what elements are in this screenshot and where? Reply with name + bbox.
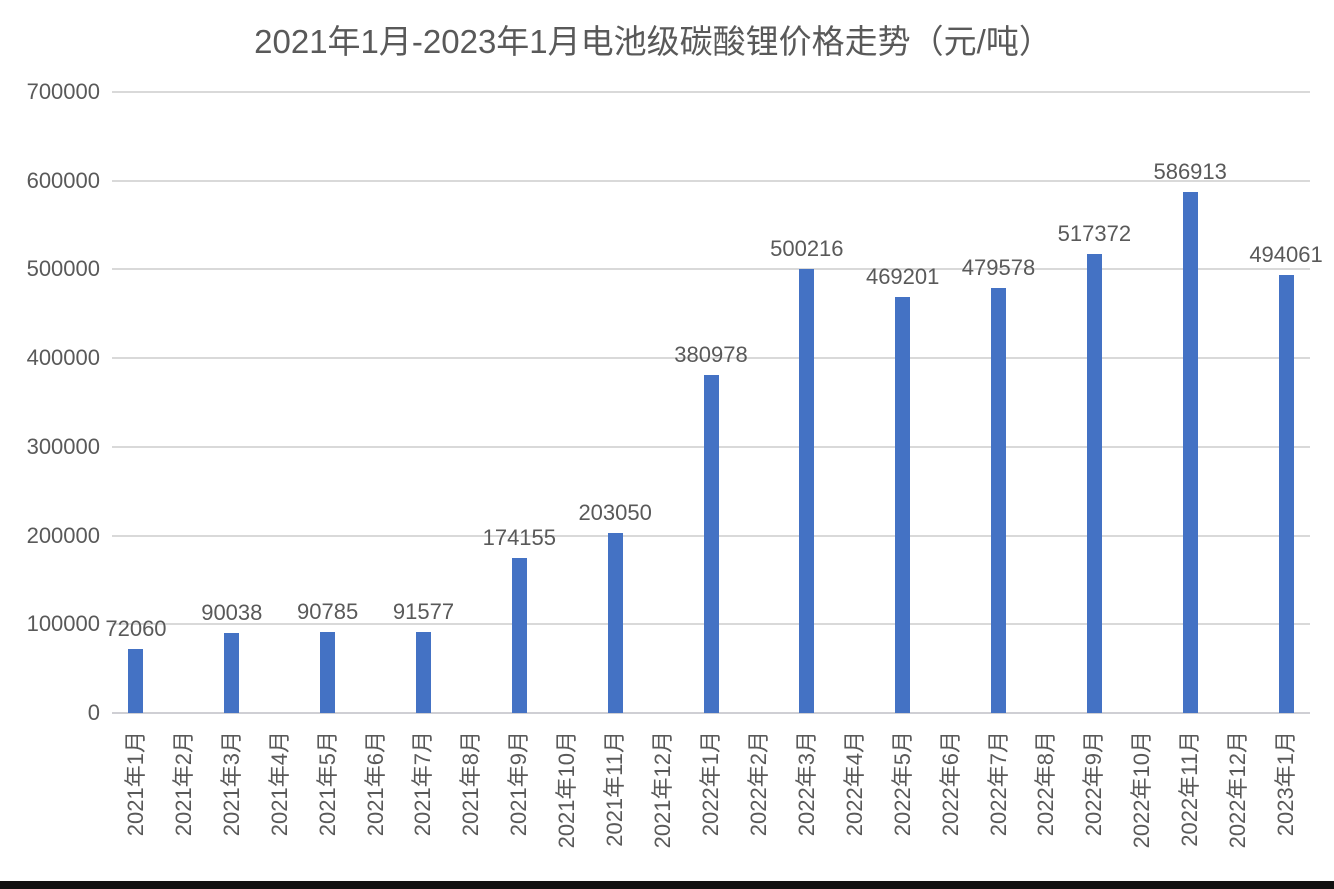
bar [128, 649, 144, 713]
y-axis-tick-label: 500000 [26, 256, 100, 281]
bar-value-label: 90038 [201, 600, 263, 626]
bar-value-label: 500216 [770, 236, 844, 262]
y-axis-tick-label: 600000 [26, 168, 100, 193]
bar [703, 375, 719, 713]
x-axis-tick-label: 2021年3月 [218, 731, 244, 837]
x-axis-tick-label: 2022年8月 [1033, 731, 1059, 837]
x-axis-tick-label: 2022年10月 [1129, 731, 1155, 849]
x-axis-tick-label: 2021年4月 [266, 731, 292, 837]
bar [224, 633, 240, 713]
x-axis-tick-label: 2021年12月 [650, 731, 676, 849]
x-axis-tick-label: 2022年12月 [1225, 731, 1251, 849]
x-axis-tick-label: 2022年7月 [985, 731, 1011, 837]
y-axis-tick-label: 700000 [26, 79, 100, 104]
bar [991, 287, 1007, 713]
x-axis-tick-label: 2021年6月 [362, 731, 388, 837]
bottom-edge-strip [0, 881, 1334, 889]
bar [1182, 192, 1198, 713]
x-axis-tick-label: 2022年5月 [889, 731, 915, 837]
x-axis-tick-label: 2021年9月 [506, 731, 532, 837]
x-axis-line [112, 712, 1310, 714]
bar-value-label: 586913 [1153, 159, 1227, 185]
x-axis-tick-label: 2021年5月 [314, 731, 340, 837]
y-axis-tick-label: 400000 [26, 345, 100, 370]
bar-value-label: 469201 [865, 263, 940, 289]
x-axis-tick-label: 2021年10月 [554, 731, 580, 849]
gridline [112, 268, 1310, 270]
bar [607, 532, 623, 713]
gridline [112, 91, 1310, 93]
bar [895, 296, 911, 713]
y-axis-tick-label: 300000 [26, 434, 100, 459]
bar [511, 558, 527, 713]
y-axis-tick-label: 0 [87, 700, 100, 725]
x-axis-tick-label: 2021年7月 [410, 731, 436, 837]
x-axis-tick-label: 2022年2月 [745, 731, 771, 837]
bar [1278, 274, 1294, 713]
bar-value-label: 174155 [482, 525, 557, 551]
bar-value-label: 479578 [961, 254, 1036, 280]
bar-value-label: 494061 [1249, 241, 1323, 267]
x-axis-tick-label: 2023年1月 [1273, 731, 1299, 837]
x-axis-tick-label: 2022年1月 [698, 731, 723, 837]
y-axis-tick-label: 200000 [26, 523, 100, 548]
x-axis-tick-label: 2022年6月 [937, 731, 963, 837]
bar-value-label: 203050 [578, 499, 652, 525]
bar [1086, 254, 1102, 713]
x-axis-tick-label: 2022年4月 [841, 731, 867, 837]
x-axis-tick-label: 2022年9月 [1081, 731, 1107, 837]
bar-value-label: 90785 [297, 599, 359, 625]
bar-value-label: 380978 [674, 342, 748, 368]
x-axis-tick-label: 2021年1月 [122, 731, 148, 837]
x-axis-tick-label: 2022年11月 [1177, 731, 1203, 847]
gridline [112, 180, 1310, 182]
x-axis-tick-label: 2021年2月 [170, 731, 196, 837]
chart-title: 2021年1月-2023年1月电池级碳酸锂价格走势（元/吨） [254, 23, 1052, 60]
bar [799, 269, 815, 713]
x-axis-tick-label: 2021年11月 [602, 731, 628, 847]
bar-value-label: 517372 [1057, 221, 1132, 247]
x-axis-tick-label: 2022年3月 [793, 731, 819, 837]
x-axis-tick-label: 2021年8月 [458, 731, 484, 837]
bar [320, 632, 336, 713]
bar-value-label: 72060 [105, 616, 167, 642]
bar-value-label: 91577 [392, 598, 455, 624]
y-axis-tick-label: 100000 [26, 611, 100, 636]
gridline [112, 357, 1310, 359]
bar [415, 631, 431, 713]
